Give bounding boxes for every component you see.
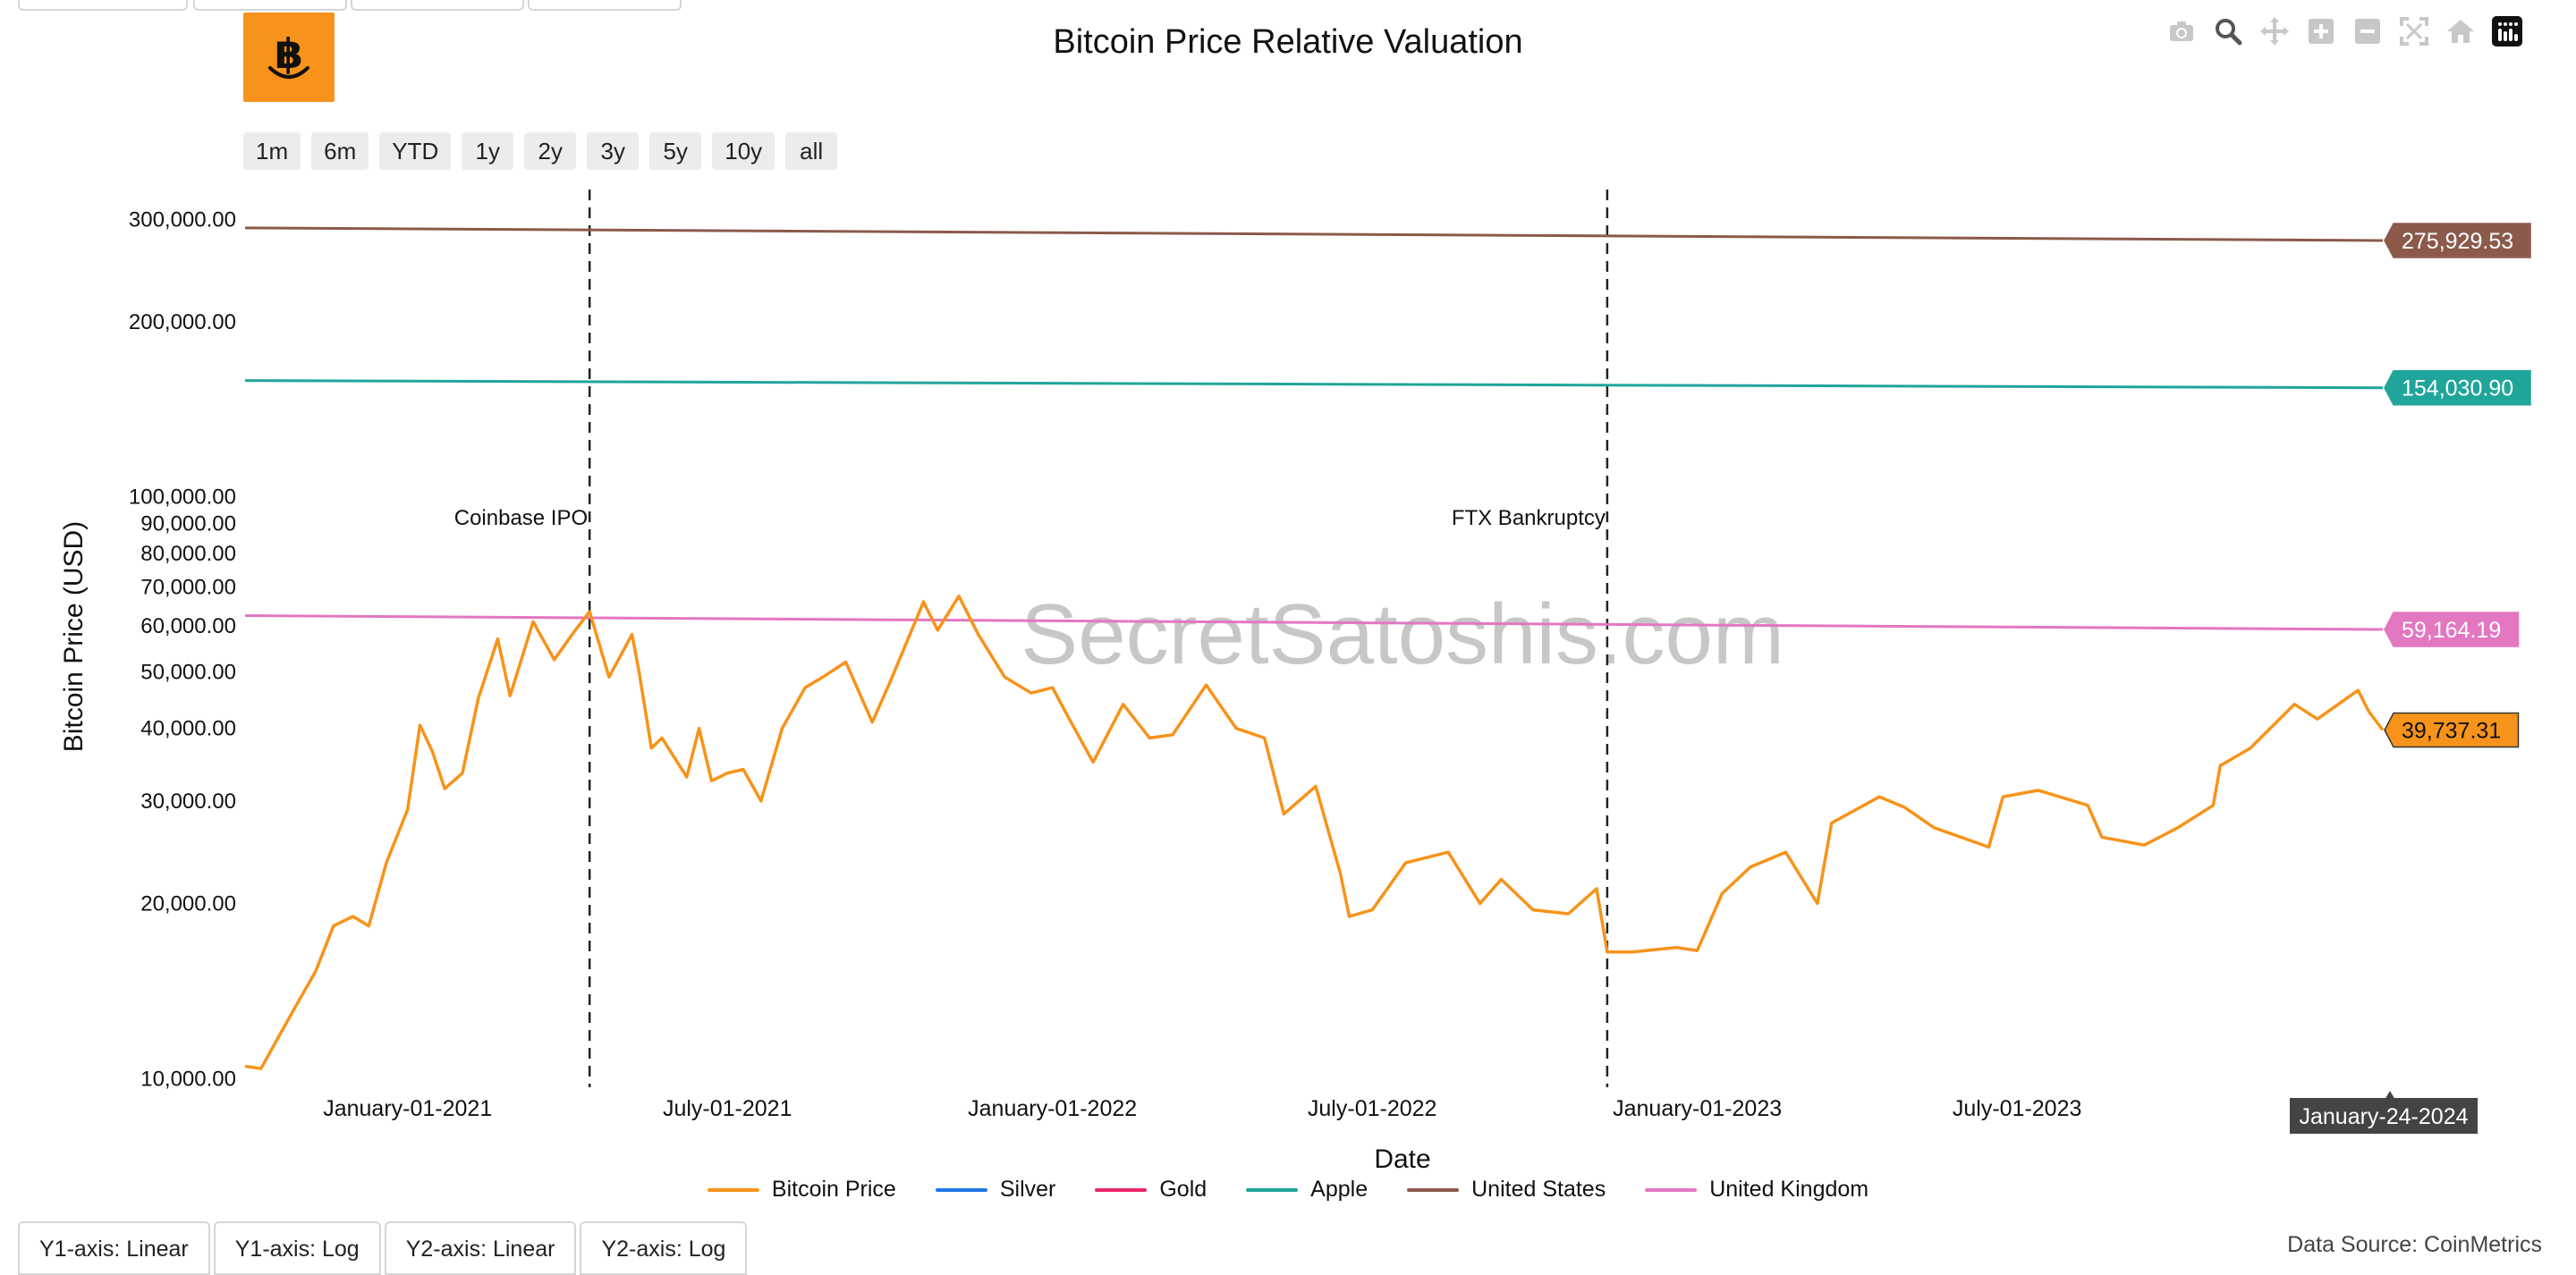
legend-swatch xyxy=(707,1187,759,1192)
axis-scale-button[interactable]: Y2-axis: Log xyxy=(580,1221,748,1275)
x-tick-label: July-01-2023 xyxy=(1953,1096,2082,1121)
top-tab-stub[interactable] xyxy=(528,0,682,11)
range-button-1m[interactable]: 1m xyxy=(243,132,301,170)
range-button-5y[interactable]: 5y xyxy=(649,132,702,170)
series-line-apple xyxy=(244,379,2384,390)
series-end-tag xyxy=(2384,223,2531,258)
range-button-1y[interactable]: 1y xyxy=(462,132,514,170)
series-end-value: 154,030.90 xyxy=(2402,376,2513,401)
home-icon[interactable] xyxy=(2445,16,2476,46)
series-end-tag xyxy=(2384,612,2520,647)
y-tick-label: 60,000.00 xyxy=(140,614,236,638)
y-tick-label: 200,000.00 xyxy=(129,310,236,334)
series-end-tag xyxy=(2384,712,2520,748)
legend-item[interactable]: United Kingdom xyxy=(1645,1177,1868,1203)
y-tick-label: 40,000.00 xyxy=(140,717,236,741)
legend-label: Bitcoin Price xyxy=(771,1177,896,1202)
range-selector: 1m 6m YTD 1y 2y 3y 5y 10y all xyxy=(243,132,838,170)
series-end-value: 275,929.53 xyxy=(2402,229,2513,254)
data-source-credit: Data Source: CoinMetrics xyxy=(2287,1232,2542,1257)
chart-title: Bitcoin Price Relative Valuation xyxy=(1053,23,1523,61)
hover-date-text: January-24-2024 xyxy=(2299,1104,2468,1129)
svg-text:฿: ฿ xyxy=(275,30,303,78)
x-tick-label: July-01-2022 xyxy=(1308,1096,1437,1121)
y-tick-label: 80,000.00 xyxy=(140,542,236,566)
range-button-3y[interactable]: 3y xyxy=(587,132,640,170)
legend-swatch xyxy=(1246,1187,1299,1192)
range-button-ytd[interactable]: YTD xyxy=(379,132,452,170)
y-tick-label: 100,000.00 xyxy=(129,486,236,510)
x-tick-label: January-01-2022 xyxy=(968,1096,1137,1121)
y-tick-label: 10,000.00 xyxy=(140,1067,236,1091)
axis-scale-button[interactable]: Y1-axis: Log xyxy=(213,1221,381,1275)
zoom-out-icon[interactable] xyxy=(2352,16,2383,46)
y-axis-title: Bitcoin Price (USD) xyxy=(59,521,89,752)
chart-modebar xyxy=(2166,16,2522,46)
series-line-bitcoin-price xyxy=(244,595,2385,1070)
legend-item[interactable]: Apple xyxy=(1246,1177,1368,1203)
pan-icon[interactable] xyxy=(2259,16,2290,46)
y-tick-label: 20,000.00 xyxy=(140,891,236,916)
y-tick-label: 50,000.00 xyxy=(140,661,236,685)
zoom-icon[interactable] xyxy=(2213,16,2243,46)
legend-label: United States xyxy=(1471,1177,1606,1202)
legend-swatch xyxy=(1645,1187,1698,1192)
x-axis-title: Date xyxy=(1374,1144,1430,1174)
y-tick-label: 30,000.00 xyxy=(140,789,236,814)
series-end-tag xyxy=(2384,369,2531,406)
autoscale-icon[interactable] xyxy=(2399,16,2429,46)
y-tick-label: 90,000.00 xyxy=(140,512,236,536)
legend-item[interactable]: Bitcoin Price xyxy=(707,1177,896,1203)
legend-item[interactable]: United States xyxy=(1407,1177,1606,1203)
axis-scale-tabs: Y1-axis: Linear Y1-axis: Log Y2-axis: Line… xyxy=(18,1221,748,1275)
top-tab-stub[interactable] xyxy=(193,0,347,11)
event-marker-label: FTX Bankruptcy xyxy=(1452,506,1606,530)
series-end-value: 59,164.19 xyxy=(2402,618,2501,643)
legend-label: Apple xyxy=(1310,1177,1368,1202)
x-tick-label: January-01-2021 xyxy=(323,1096,492,1121)
hover-date-label: January-24-2024 xyxy=(2290,1091,2478,1134)
legend-swatch xyxy=(1095,1187,1148,1192)
watermark: SecretSatoshis.com xyxy=(1021,587,1784,682)
axis-scale-button[interactable]: Y1-axis: Linear xyxy=(18,1221,210,1275)
x-tick-label: July-01-2021 xyxy=(663,1096,792,1121)
legend-item[interactable]: Gold xyxy=(1095,1177,1207,1203)
y-tick-label: 70,000.00 xyxy=(140,576,236,600)
range-button-6m[interactable]: 6m xyxy=(311,132,369,170)
range-button-2y[interactable]: 2y xyxy=(524,132,577,170)
bitcoin-face-icon: ฿ xyxy=(268,30,309,79)
series-line-united-kingdom xyxy=(244,614,2384,631)
secret-satoshis-logo: ฿ xyxy=(243,13,335,102)
x-tick-label: January-01-2023 xyxy=(1613,1096,1782,1121)
event-marker-label: Coinbase IPO xyxy=(454,506,588,530)
camera-icon[interactable] xyxy=(2166,16,2197,46)
legend-label: Gold xyxy=(1159,1177,1208,1202)
chart-legend: Bitcoin Price Silver Gold Apple United State… xyxy=(0,1177,2576,1203)
y-tick-label: 300,000.00 xyxy=(129,207,236,232)
legend-label: Silver xyxy=(999,1177,1056,1202)
top-tab-stub[interactable] xyxy=(351,0,524,11)
legend-item[interactable]: Silver xyxy=(935,1177,1056,1203)
legend-swatch xyxy=(935,1187,987,1192)
range-button-10y[interactable]: 10y xyxy=(712,132,775,170)
series-end-value: 39,737.31 xyxy=(2402,718,2501,743)
plotly-logo-icon[interactable] xyxy=(2492,16,2522,46)
range-button-all[interactable]: all xyxy=(785,132,838,170)
legend-label: United Kingdom xyxy=(1709,1177,1869,1202)
axis-scale-button[interactable]: Y2-axis: Linear xyxy=(384,1221,577,1275)
top-tab-stub[interactable] xyxy=(18,0,188,11)
series-line-united-states xyxy=(244,226,2384,242)
legend-swatch xyxy=(1407,1187,1460,1192)
zoom-in-icon[interactable] xyxy=(2306,16,2336,46)
